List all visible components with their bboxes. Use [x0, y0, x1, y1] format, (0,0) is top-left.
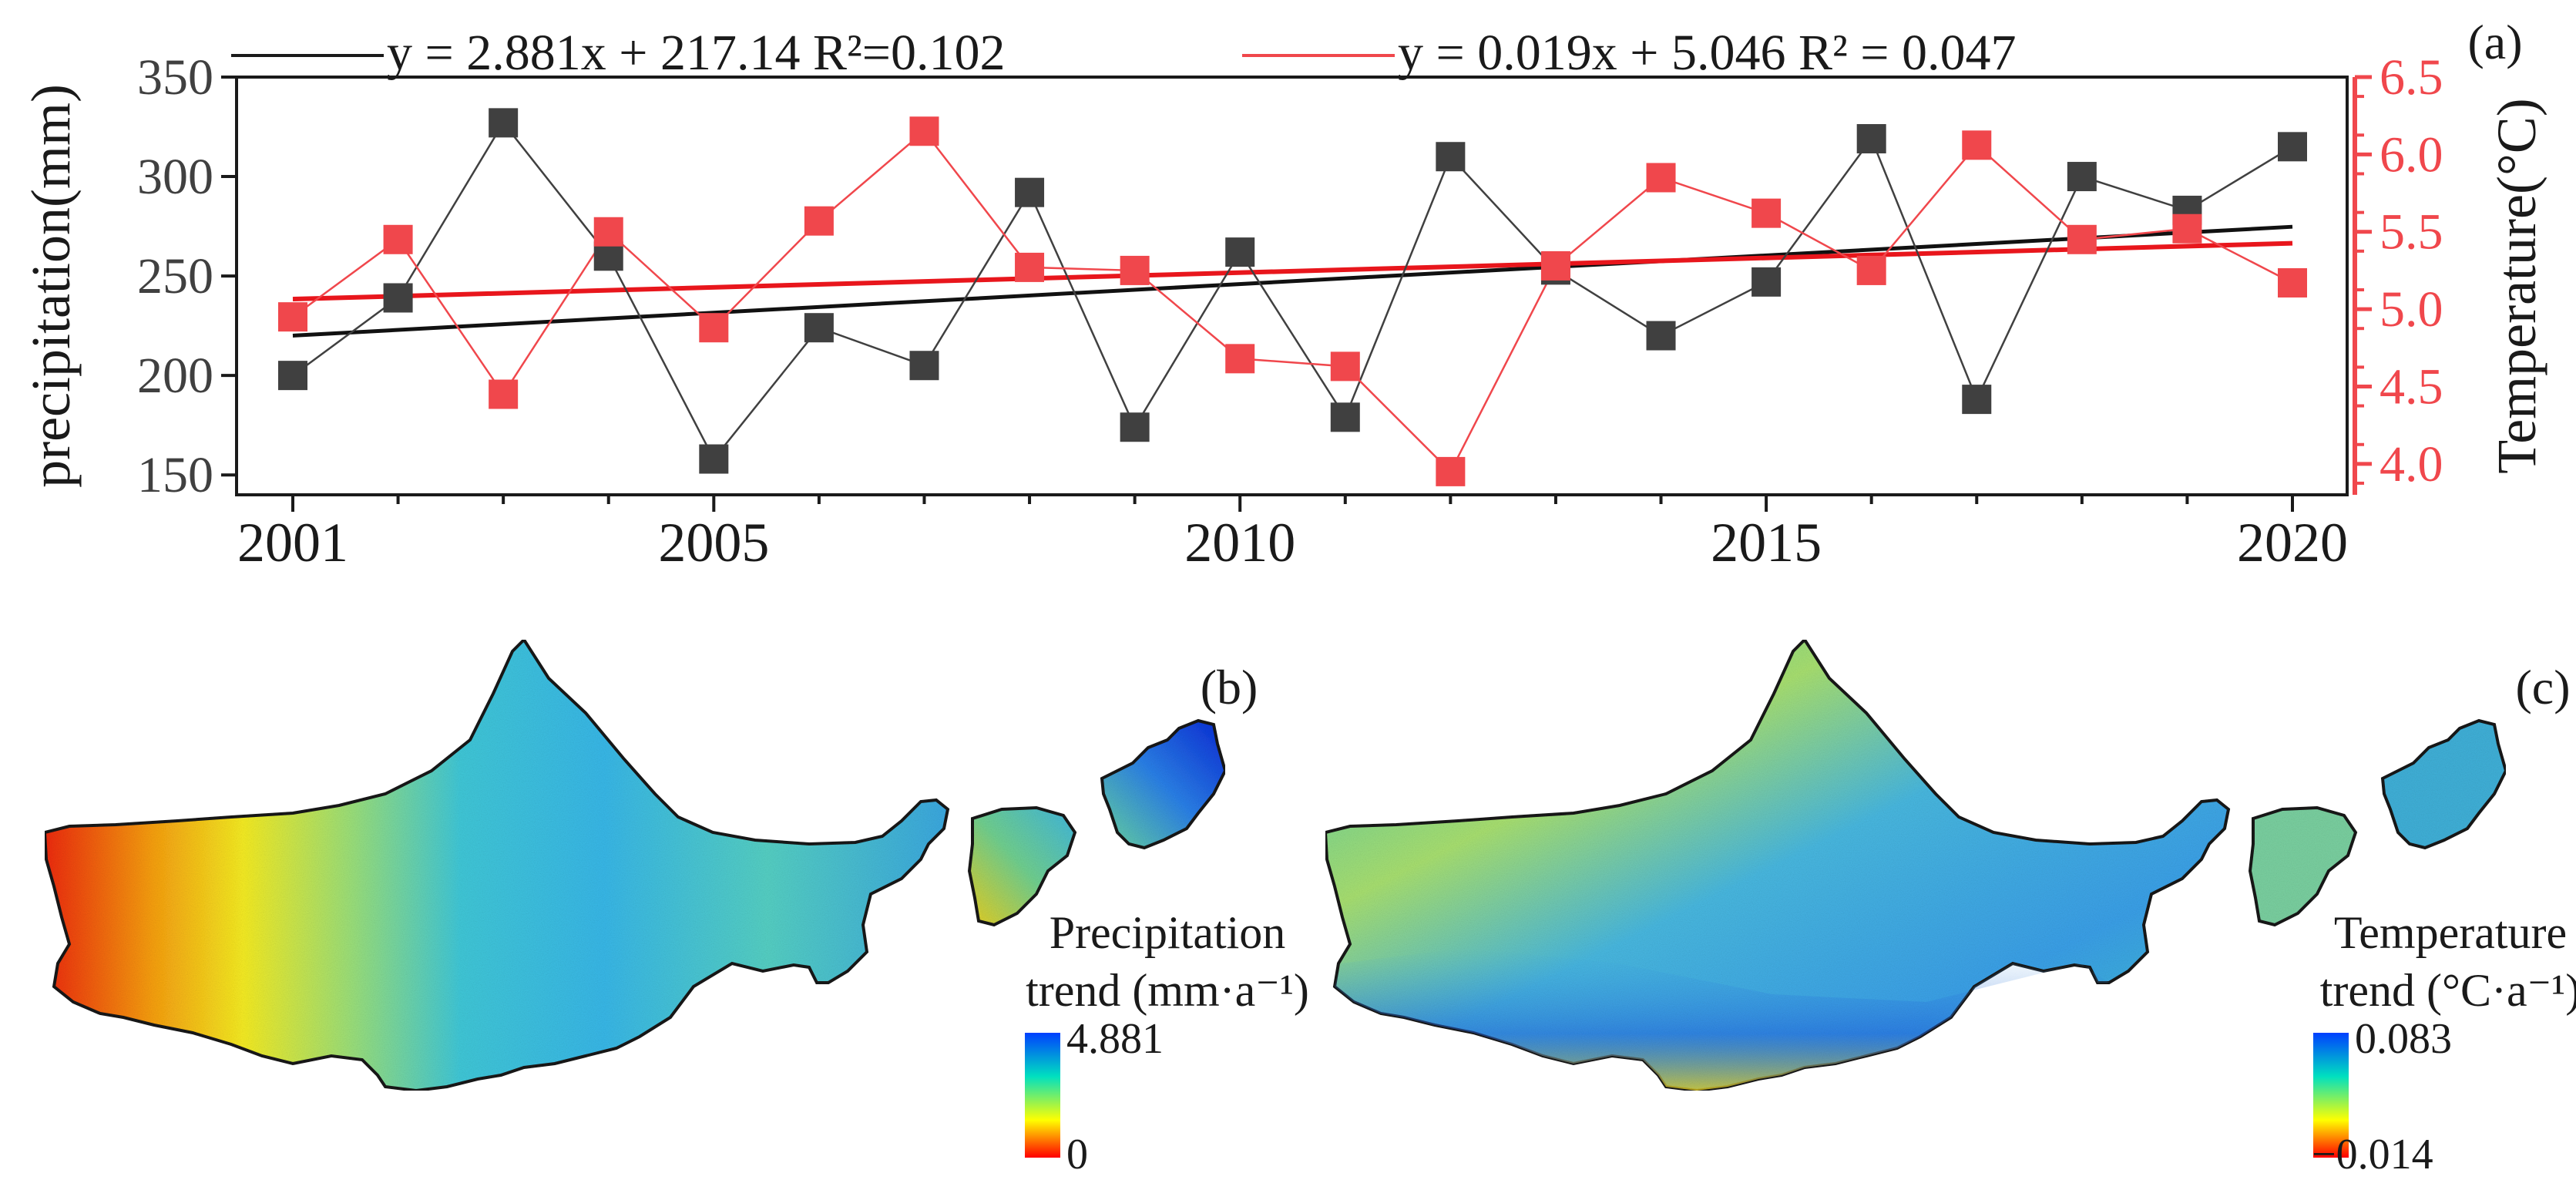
marker-temperature [2067, 224, 2097, 254]
x-tick-label: 2001 [237, 512, 348, 573]
precipitation-trend-map [42, 637, 1228, 1093]
precipitation-colorbar: Precipitation trend (mm·a⁻¹) 4.881 0 [1025, 907, 1309, 1178]
marker-precipitation [1962, 385, 1992, 415]
marker-precipitation [1856, 124, 1886, 154]
panel-c-temperature-map: (c) Temperature trend (°C·a⁻¹) 0.083 −0.… [1323, 637, 2576, 1178]
marker-temperature [1330, 351, 1360, 382]
y-right-tick-label: 5.0 [2380, 281, 2443, 338]
marker-precipitation [278, 361, 307, 391]
temperature-colorbar-unit: trend (°C·a⁻¹) [2320, 965, 2576, 1016]
precipitation-map-northeast-region [1100, 718, 1228, 850]
y-axis-right-title: Temperature(°C) [2486, 98, 2547, 474]
y-right-tick-label: 6.5 [2380, 49, 2443, 106]
marker-temperature [278, 302, 307, 332]
precipitation-map-middle-region [967, 805, 1077, 927]
panel-b-label: (b) [1201, 660, 1258, 714]
y-left-tick-label: 300 [137, 149, 213, 205]
marker-temperature [2172, 213, 2202, 244]
temperature-map-south-band [1335, 948, 2109, 1091]
precipitation-colorbar-min: 0 [1066, 1131, 1088, 1178]
panel-c-label: (c) [2515, 660, 2570, 714]
marker-precipitation [804, 313, 834, 343]
marker-precipitation [1330, 402, 1360, 432]
y-left-tick-label: 150 [137, 447, 213, 503]
marker-temperature [383, 224, 413, 254]
series-line-temperature [292, 129, 2293, 473]
series-markers [278, 108, 2307, 486]
marker-precipitation [2278, 132, 2307, 162]
marker-temperature [1646, 163, 1676, 193]
precipitation-colorbar-gradient [1025, 1033, 1060, 1158]
temperature-colorbar-gradient [2313, 1033, 2349, 1158]
y-right-tick-label: 4.5 [2380, 358, 2443, 415]
marker-precipitation [699, 444, 729, 474]
temperature-colorbar-title: Temperature [2334, 907, 2567, 958]
legend: y = 2.881x + 217.14 R²=0.102 y = 0.019x … [231, 25, 2016, 81]
panel-a-chart: y = 2.881x + 217.14 R²=0.102 y = 0.019x … [20, 15, 2547, 573]
marker-precipitation [909, 351, 939, 381]
panel-b-precipitation-map: (b) Precipitation trend (mm·a⁻¹) 4.881 0 [42, 637, 1309, 1178]
marker-temperature [804, 206, 834, 236]
temperature-map-northeast-region [2380, 718, 2508, 850]
marker-precipitation [2067, 162, 2097, 192]
precipitation-colorbar-title: Precipitation [1050, 907, 1286, 958]
y-right-tick-label: 5.5 [2380, 204, 2443, 261]
y-left-tick-label: 350 [137, 49, 213, 106]
marker-temperature [593, 217, 623, 247]
plot-frame [235, 76, 2349, 496]
temperature-colorbar-min: −0.014 [2312, 1131, 2433, 1178]
marker-precipitation [489, 108, 519, 138]
temperature-map-middle-region [2248, 805, 2358, 927]
precipitation-colorbar-max: 4.881 [1066, 1015, 1164, 1063]
y-right-tick-label: 6.0 [2380, 126, 2443, 183]
marker-temperature [2278, 267, 2307, 298]
trend-line-temperature [292, 240, 2293, 302]
marker-temperature [1015, 252, 1045, 282]
marker-precipitation [383, 283, 413, 313]
marker-temperature [1751, 198, 1782, 228]
precipitation-colorbar-unit: trend (mm·a⁻¹) [1026, 965, 1309, 1016]
marker-temperature [1225, 344, 1255, 374]
panel-a-label: (a) [2467, 15, 2522, 69]
marker-precipitation [1751, 267, 1782, 297]
marker-temperature [1120, 255, 1150, 285]
marker-temperature [1436, 456, 1466, 486]
x-tick-label: 2010 [1184, 512, 1295, 573]
marker-temperature [1962, 130, 1992, 160]
marker-precipitation [1225, 237, 1255, 267]
y-left-tick-label: 250 [137, 248, 213, 304]
marker-precipitation [1120, 412, 1150, 442]
x-tick-label: 2020 [2237, 512, 2348, 573]
series-lines [292, 121, 2293, 473]
x-tick-label: 2015 [1711, 512, 1822, 573]
axes: 2001 2005 2010 2015 2020 150 200 250 300 350 4.0 4.… [137, 49, 2443, 573]
x-tick-label: 2005 [658, 512, 769, 573]
trend-line-precipitation [292, 224, 2293, 338]
y-axis-left-title: precipitation(mm) [20, 84, 82, 488]
y-right-tick-label: 4.0 [2380, 436, 2443, 493]
temperature-colorbar: Temperature trend (°C·a⁻¹) 0.083 −0.014 [2312, 907, 2576, 1178]
marker-temperature [489, 379, 519, 409]
temperature-trend-map [1323, 637, 2508, 1093]
marker-temperature [1540, 250, 1570, 281]
precipitation-map-main-region [42, 637, 950, 1093]
marker-temperature [909, 116, 939, 146]
marker-precipitation [1015, 177, 1045, 207]
legend-label-temperature: y = 0.019x + 5.046 R² = 0.047 [1398, 25, 2016, 81]
temperature-colorbar-max: 0.083 [2355, 1015, 2452, 1063]
marker-precipitation [1646, 321, 1676, 351]
marker-precipitation [1436, 142, 1466, 172]
marker-temperature [699, 313, 729, 343]
marker-temperature [1856, 255, 1886, 285]
y-left-tick-label: 200 [137, 348, 213, 404]
legend-label-precipitation: y = 2.881x + 217.14 R²=0.102 [387, 25, 1005, 81]
series-line-precipitation [292, 121, 2293, 461]
trend-lines [292, 224, 2293, 338]
